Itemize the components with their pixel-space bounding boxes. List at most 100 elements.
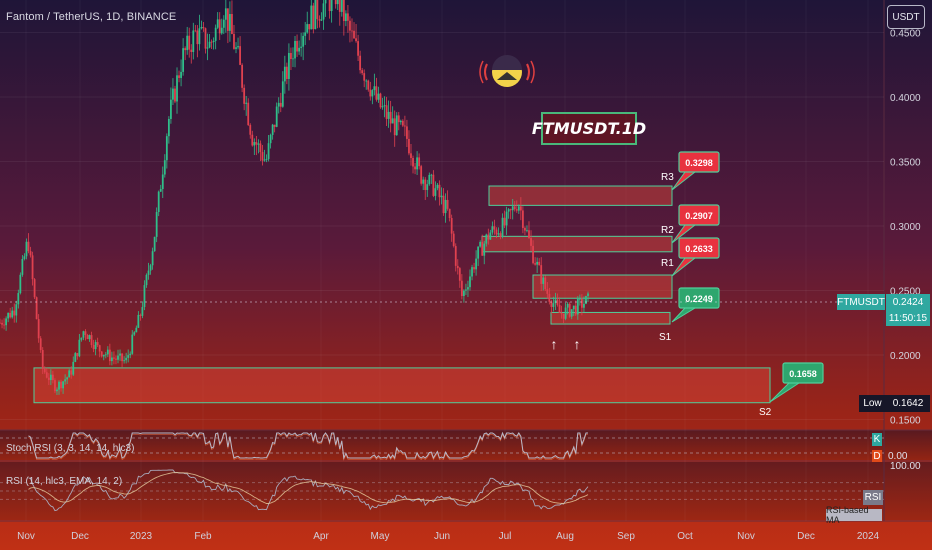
symbol-header[interactable]: Fantom / TetherUS, 1D, BINANCE: [6, 11, 177, 23]
candle-body: [98, 345, 101, 352]
candle-body: [536, 261, 539, 265]
candle-body: [27, 241, 30, 252]
rsi-label[interactable]: RSI (14, hlc3, EMA, 14, 2): [6, 476, 123, 487]
rsi-pane: [0, 469, 884, 512]
candle-body: [556, 299, 559, 305]
candle-body: [471, 267, 473, 277]
candle-body: [580, 298, 583, 308]
candle-body: [397, 115, 400, 123]
candle-body: [115, 358, 117, 360]
candle-body: [375, 86, 378, 100]
candle-body: [259, 143, 262, 153]
up-arrow-2: ↑: [574, 336, 581, 352]
candle-body: [483, 243, 486, 256]
candle-body: [216, 19, 219, 28]
candle-body: [302, 35, 305, 47]
level-value-r1: 0.2633: [685, 244, 713, 254]
candle-body: [9, 312, 12, 318]
candle-body: [196, 30, 199, 45]
rsi-line: [28, 469, 589, 512]
candle-body: [165, 136, 168, 161]
candle-body: [155, 212, 158, 237]
candle-body: [469, 276, 471, 288]
candle-body: [78, 339, 81, 357]
candle-body: [255, 142, 258, 145]
candle-body: [328, 0, 331, 12]
candle-body: [210, 41, 213, 43]
candle-body: [137, 314, 140, 328]
candle-body: [206, 47, 209, 49]
candle-body: [412, 157, 414, 167]
level-value-s2: 0.1658: [789, 369, 817, 379]
candle-body: [361, 70, 364, 74]
candle-body: [495, 229, 498, 235]
rsi-ma-tag: RSI-based MA: [826, 505, 882, 525]
candle-body: [60, 381, 62, 389]
candle-body: [414, 166, 416, 170]
candle-body: [153, 236, 156, 252]
candle-body: [58, 381, 60, 390]
candle-body: [448, 208, 451, 219]
candle-body: [288, 53, 290, 79]
candle-body: [239, 46, 241, 65]
time-tick-5: May: [371, 531, 390, 542]
time-tick-13: 2024: [857, 531, 880, 542]
candle-body: [121, 353, 123, 362]
candle-body: [269, 134, 272, 144]
candle-body: [127, 355, 130, 358]
candle-body: [113, 357, 115, 359]
candle-body: [373, 86, 376, 91]
candle-body: [349, 20, 351, 31]
candle-body: [135, 327, 138, 333]
candle-body: [104, 354, 107, 356]
candle-body: [180, 71, 182, 78]
candle-body: [119, 353, 121, 356]
candle-body: [3, 324, 5, 326]
candle-body: [428, 174, 431, 185]
level-value-s1: 0.2249: [685, 294, 713, 304]
candle-body: [389, 111, 392, 124]
candle-body: [314, 0, 317, 30]
candle-body: [111, 357, 113, 362]
candle-body: [245, 102, 248, 104]
candle-body: [176, 75, 178, 102]
candle-body: [479, 241, 482, 247]
candle-body: [509, 209, 512, 211]
candle-body: [393, 118, 396, 136]
rsi-tag: RSI: [863, 490, 883, 505]
candle-body: [517, 206, 520, 211]
candle-body: [493, 226, 496, 230]
candle-body: [139, 314, 142, 316]
candle-body: [511, 206, 514, 211]
candle-body: [231, 14, 233, 34]
candle-body: [62, 381, 64, 389]
candle-body: [143, 285, 146, 308]
stoch-rsi-pane: [0, 431, 884, 462]
candle-body: [473, 267, 475, 270]
stoch-rsi-label[interactable]: Stoch RSI (3, 3, 14, 14, hlc3): [6, 443, 135, 454]
candle-body: [41, 349, 44, 369]
candle-body: [233, 33, 235, 49]
rsi-pane-bg: [0, 462, 932, 520]
candle-body: [174, 88, 176, 102]
candle-body: [37, 319, 40, 339]
level-label-r1: R1: [661, 258, 674, 269]
time-tick-9: Sep: [617, 531, 635, 542]
candle-body: [267, 143, 270, 160]
candle-body: [54, 380, 56, 392]
candle-body: [489, 232, 492, 240]
candle-body: [499, 233, 502, 237]
time-tick-12: Dec: [797, 531, 815, 542]
candle-body: [25, 241, 28, 257]
time-axis: Nov Dec 2023 Feb Apr May Jun Jul Aug Sep Oct Nov Dec…: [17, 531, 879, 542]
candle-body: [117, 355, 119, 360]
currency-button[interactable]: USDT: [887, 5, 925, 29]
candle-body: [570, 309, 573, 317]
candle-body: [182, 48, 185, 72]
low-value-tag: 0.1642: [886, 395, 930, 412]
candle-body: [583, 303, 585, 308]
candle-body: [294, 40, 296, 59]
time-tick-1: Dec: [71, 531, 89, 542]
